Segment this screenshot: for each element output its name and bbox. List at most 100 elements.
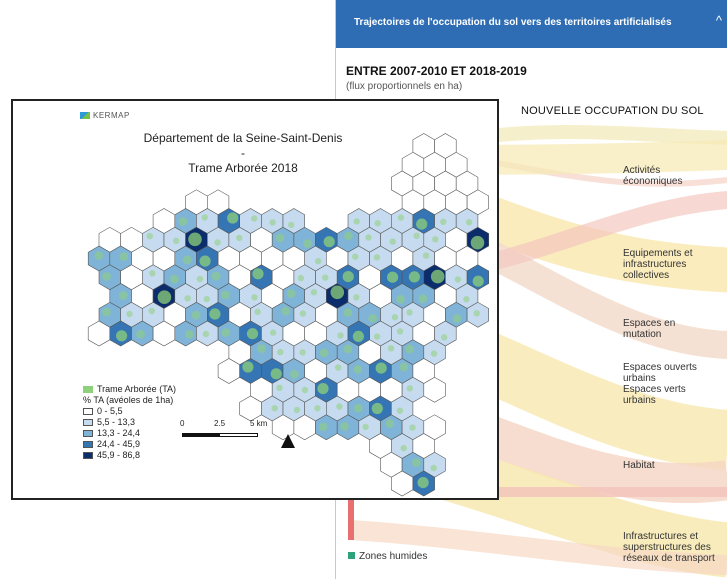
column-heading: NOUVELLE OCCUPATION DU SOL <box>521 105 704 117</box>
tree-cover-patch <box>270 368 282 380</box>
tree-cover-patch <box>148 307 155 315</box>
tree-cover-patch <box>188 232 202 247</box>
category-label: Habitat <box>623 460 655 471</box>
legend-ta-label: Trame Arborée (TA) <box>97 384 177 394</box>
tree-cover-patch <box>368 313 378 323</box>
tree-cover-patch <box>430 350 438 357</box>
tree-cover-patch <box>157 290 172 304</box>
tree-cover-patch <box>269 219 276 226</box>
tree-cover-patch <box>323 236 335 248</box>
tree-cover-patch <box>472 275 484 287</box>
tree-cover-patch <box>252 268 264 280</box>
tree-cover-patch <box>322 274 329 281</box>
legend-range: 5,5 - 13,3 <box>97 417 136 427</box>
tree-cover-patch <box>391 314 399 321</box>
tree-cover-patch <box>362 423 369 431</box>
tree-cover-patch <box>353 403 363 413</box>
tree-cover-patch <box>184 330 194 339</box>
map-title: Département de la Seine-Saint-Denis - Tr… <box>143 131 343 176</box>
collapse-chevron-icon[interactable]: ^ <box>715 13 722 28</box>
scale-label-2: 5 km <box>250 419 268 428</box>
legend-pct-title: % TA (avéoles de 1ha) <box>83 395 174 405</box>
tree-cover-patch <box>221 328 231 337</box>
scale-bar-graphic <box>182 433 258 437</box>
tree-cover-patch <box>271 405 278 412</box>
tree-cover-patch <box>297 274 305 282</box>
tree-cover-patch <box>353 218 360 225</box>
tree-cover-patch <box>373 254 381 261</box>
tree-cover-patch <box>118 291 128 300</box>
tree-cover-patch <box>146 232 153 240</box>
tree-cover-patch <box>396 328 404 335</box>
logo-text: KERMAP <box>93 111 130 120</box>
tree-cover-patch <box>365 234 372 241</box>
tree-cover-patch <box>178 217 188 226</box>
tree-cover-patch <box>353 365 363 374</box>
tree-cover-patch <box>440 218 447 225</box>
tree-cover-patch <box>465 219 473 226</box>
map-title-sep: - <box>241 146 245 160</box>
tree-cover-patch <box>293 406 301 414</box>
kermap-logo: KERMAP <box>80 111 130 120</box>
tree-cover-patch <box>353 294 360 301</box>
tree-cover-patch <box>373 333 381 340</box>
source-color-swatch <box>348 552 355 559</box>
map-legend: Trame Arborée (TA) % TA (avéoles de 1ha)… <box>83 384 176 461</box>
tree-cover-patch <box>236 234 243 242</box>
tree-cover-patch <box>254 308 261 315</box>
hexagon-grid <box>87 133 490 497</box>
tree-cover-patch <box>352 330 364 342</box>
tree-cover-patch <box>454 276 462 283</box>
tree-cover-patch <box>299 349 306 356</box>
kermap-logo-icon <box>80 112 90 120</box>
scale-label-0: 0 <box>180 419 185 428</box>
tree-cover-patch <box>432 236 439 243</box>
legend-class: 0 - 5,5 <box>83 406 176 417</box>
tree-cover-patch <box>276 384 283 391</box>
tree-cover-patch <box>299 310 307 317</box>
category-label: Equipements et infrastructures collectiv… <box>623 248 693 281</box>
legend-swatch <box>83 430 93 438</box>
legend-swatch <box>83 419 93 427</box>
tree-cover-patch <box>201 214 208 221</box>
tree-cover-patch <box>310 289 318 296</box>
tree-cover-patch <box>387 271 399 283</box>
category-label: Espaces en mutation <box>623 318 676 340</box>
tree-cover-patch <box>209 308 221 320</box>
legend-swatch <box>83 408 93 416</box>
tree-cover-patch <box>199 255 211 267</box>
tree-cover-patch <box>416 218 428 230</box>
tree-cover-patch <box>102 307 111 317</box>
flow-band <box>350 520 727 575</box>
tree-cover-patch <box>119 252 129 261</box>
category-label: Activités économiques <box>623 165 683 187</box>
map-title-line1: Département de la Seine-Saint-Denis <box>143 131 343 145</box>
tree-cover-patch <box>102 272 111 281</box>
tree-cover-patch <box>288 221 295 229</box>
north-arrow-icon <box>281 434 295 448</box>
legend-class: 13,3 - 24,4 <box>83 428 176 439</box>
tree-cover-patch <box>430 269 445 284</box>
tree-cover-patch <box>303 239 312 248</box>
tree-cover-patch <box>406 309 413 316</box>
tree-cover-patch <box>227 212 239 224</box>
tree-cover-patch <box>182 255 192 265</box>
panel-title: Trajectoires de l'occupation du sol vers… <box>354 17 672 28</box>
tree-cover-patch <box>220 290 230 300</box>
tree-cover-patch <box>275 233 285 243</box>
tree-cover-patch <box>191 310 201 320</box>
legend-range: 13,3 - 24,4 <box>97 428 141 438</box>
tree-cover-patch <box>330 285 345 300</box>
tree-cover-patch <box>409 424 416 431</box>
tree-cover-patch <box>374 220 381 227</box>
legend-range: 45,9 - 86,8 <box>97 450 141 460</box>
tree-cover-patch <box>343 308 353 317</box>
tree-cover-patch <box>170 274 179 284</box>
tree-cover-patch <box>317 383 329 395</box>
panel-header[interactable]: Trajectoires de l'occupation du sol vers… <box>336 0 727 48</box>
tree-cover-patch <box>314 405 321 412</box>
source-node-bar <box>348 500 354 540</box>
tree-cover-patch <box>203 295 210 303</box>
tree-cover-patch <box>319 348 329 358</box>
tree-cover-patch <box>251 294 258 301</box>
